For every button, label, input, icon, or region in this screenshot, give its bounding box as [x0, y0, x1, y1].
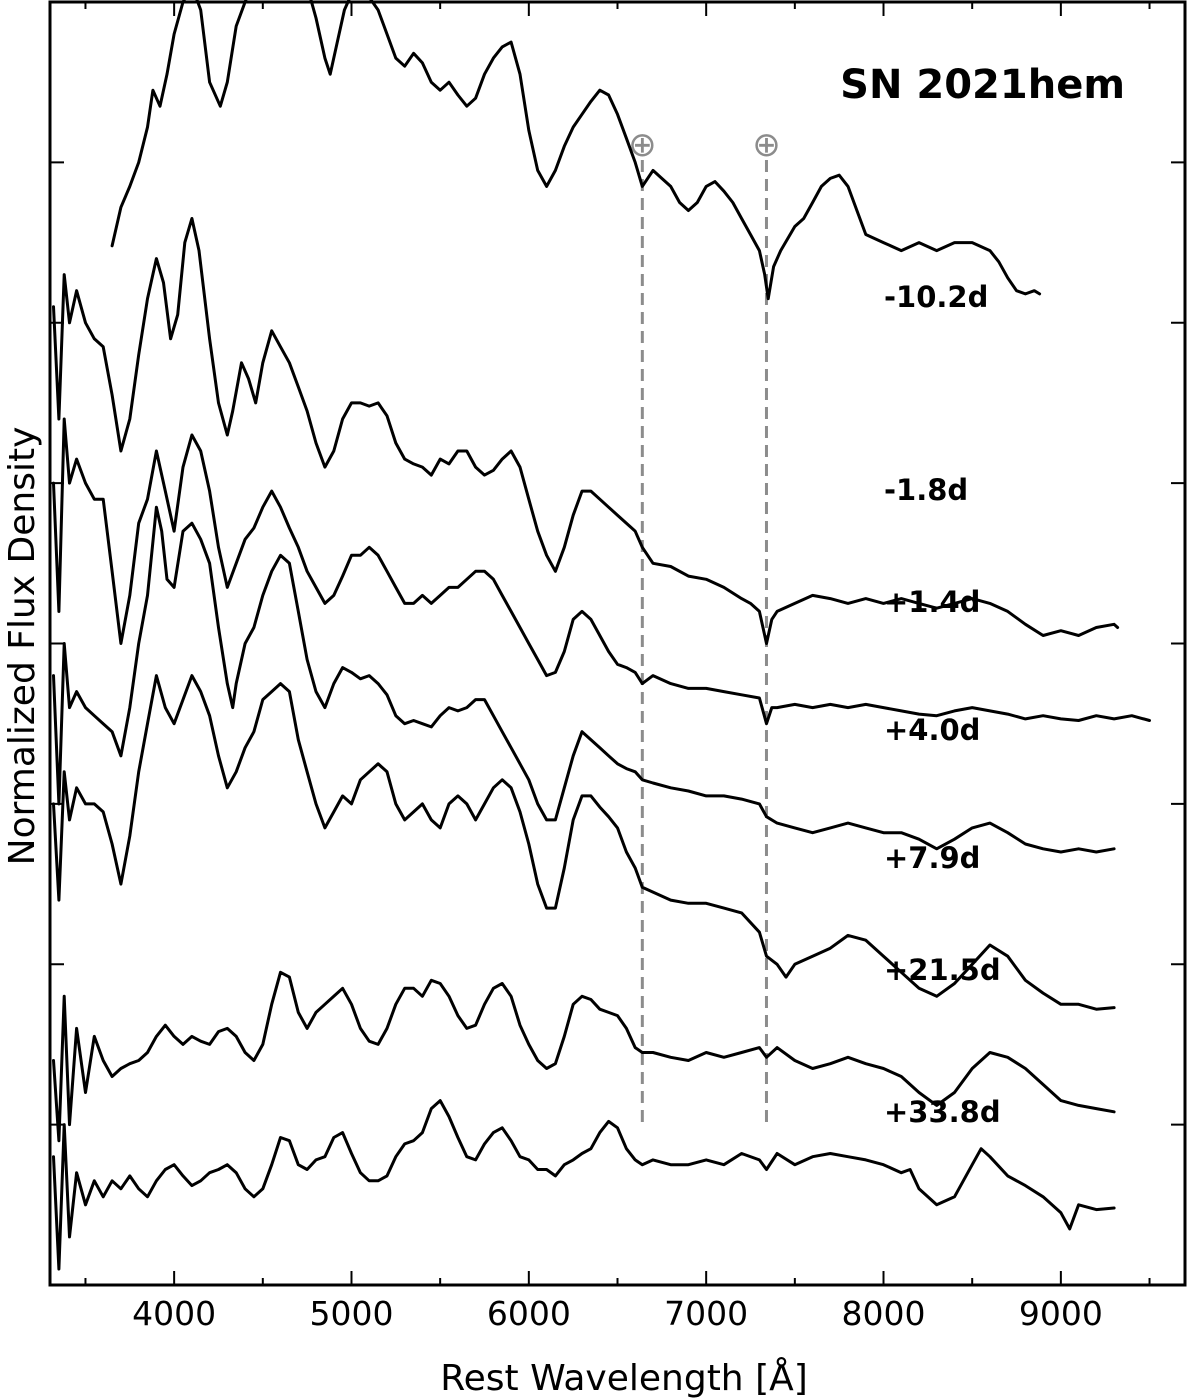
telluric-layer: ⊕ ⊕: [628, 125, 781, 1125]
epoch-label: +1.4d: [884, 585, 980, 619]
spectrum--1.8d: [52, 217, 1120, 645]
spectrum-+4.0d: [52, 505, 1116, 854]
x-axis-label: Rest Wavelength [Å]: [440, 1356, 808, 1399]
epoch-label: -1.8d: [884, 473, 968, 507]
epoch-label: +7.9d: [884, 841, 980, 875]
x-tick-label: 4000: [132, 1294, 216, 1333]
chart-title: SN 2021hem: [840, 62, 1125, 108]
axis-ticks: 4000 5000 6000 7000 8000 9000: [50, 2, 1185, 1333]
telluric-marker: ⊕: [752, 125, 781, 165]
epoch-label: +21.5d: [884, 953, 1001, 987]
x-tick-label: 9000: [1019, 1294, 1103, 1333]
epoch-label: +4.0d: [884, 713, 980, 747]
spectrum--10.2d: [110, 0, 1042, 301]
epoch-label: -10.2d: [884, 280, 988, 314]
x-tick-label: 6000: [487, 1294, 571, 1333]
spectrum-+7.9d: [52, 674, 1116, 1011]
spectrum-+33.8d: [52, 1099, 1116, 1271]
x-tick-label: 7000: [664, 1294, 748, 1333]
spectrum-+21.5d: [52, 970, 1116, 1143]
spectrum-+1.4d: [52, 417, 1151, 726]
y-axis-label: Normalized Flux Density: [2, 427, 43, 866]
x-tick-label: 8000: [842, 1294, 926, 1333]
x-tick-label: 5000: [309, 1294, 393, 1333]
spectra-series: [52, 0, 1151, 1271]
telluric-marker: ⊕: [628, 125, 657, 165]
epoch-labels: -10.2d -1.8d +1.4d +4.0d +7.9d +21.5d +33.8d: [884, 280, 1001, 1129]
epoch-label: +33.8d: [884, 1095, 1001, 1129]
